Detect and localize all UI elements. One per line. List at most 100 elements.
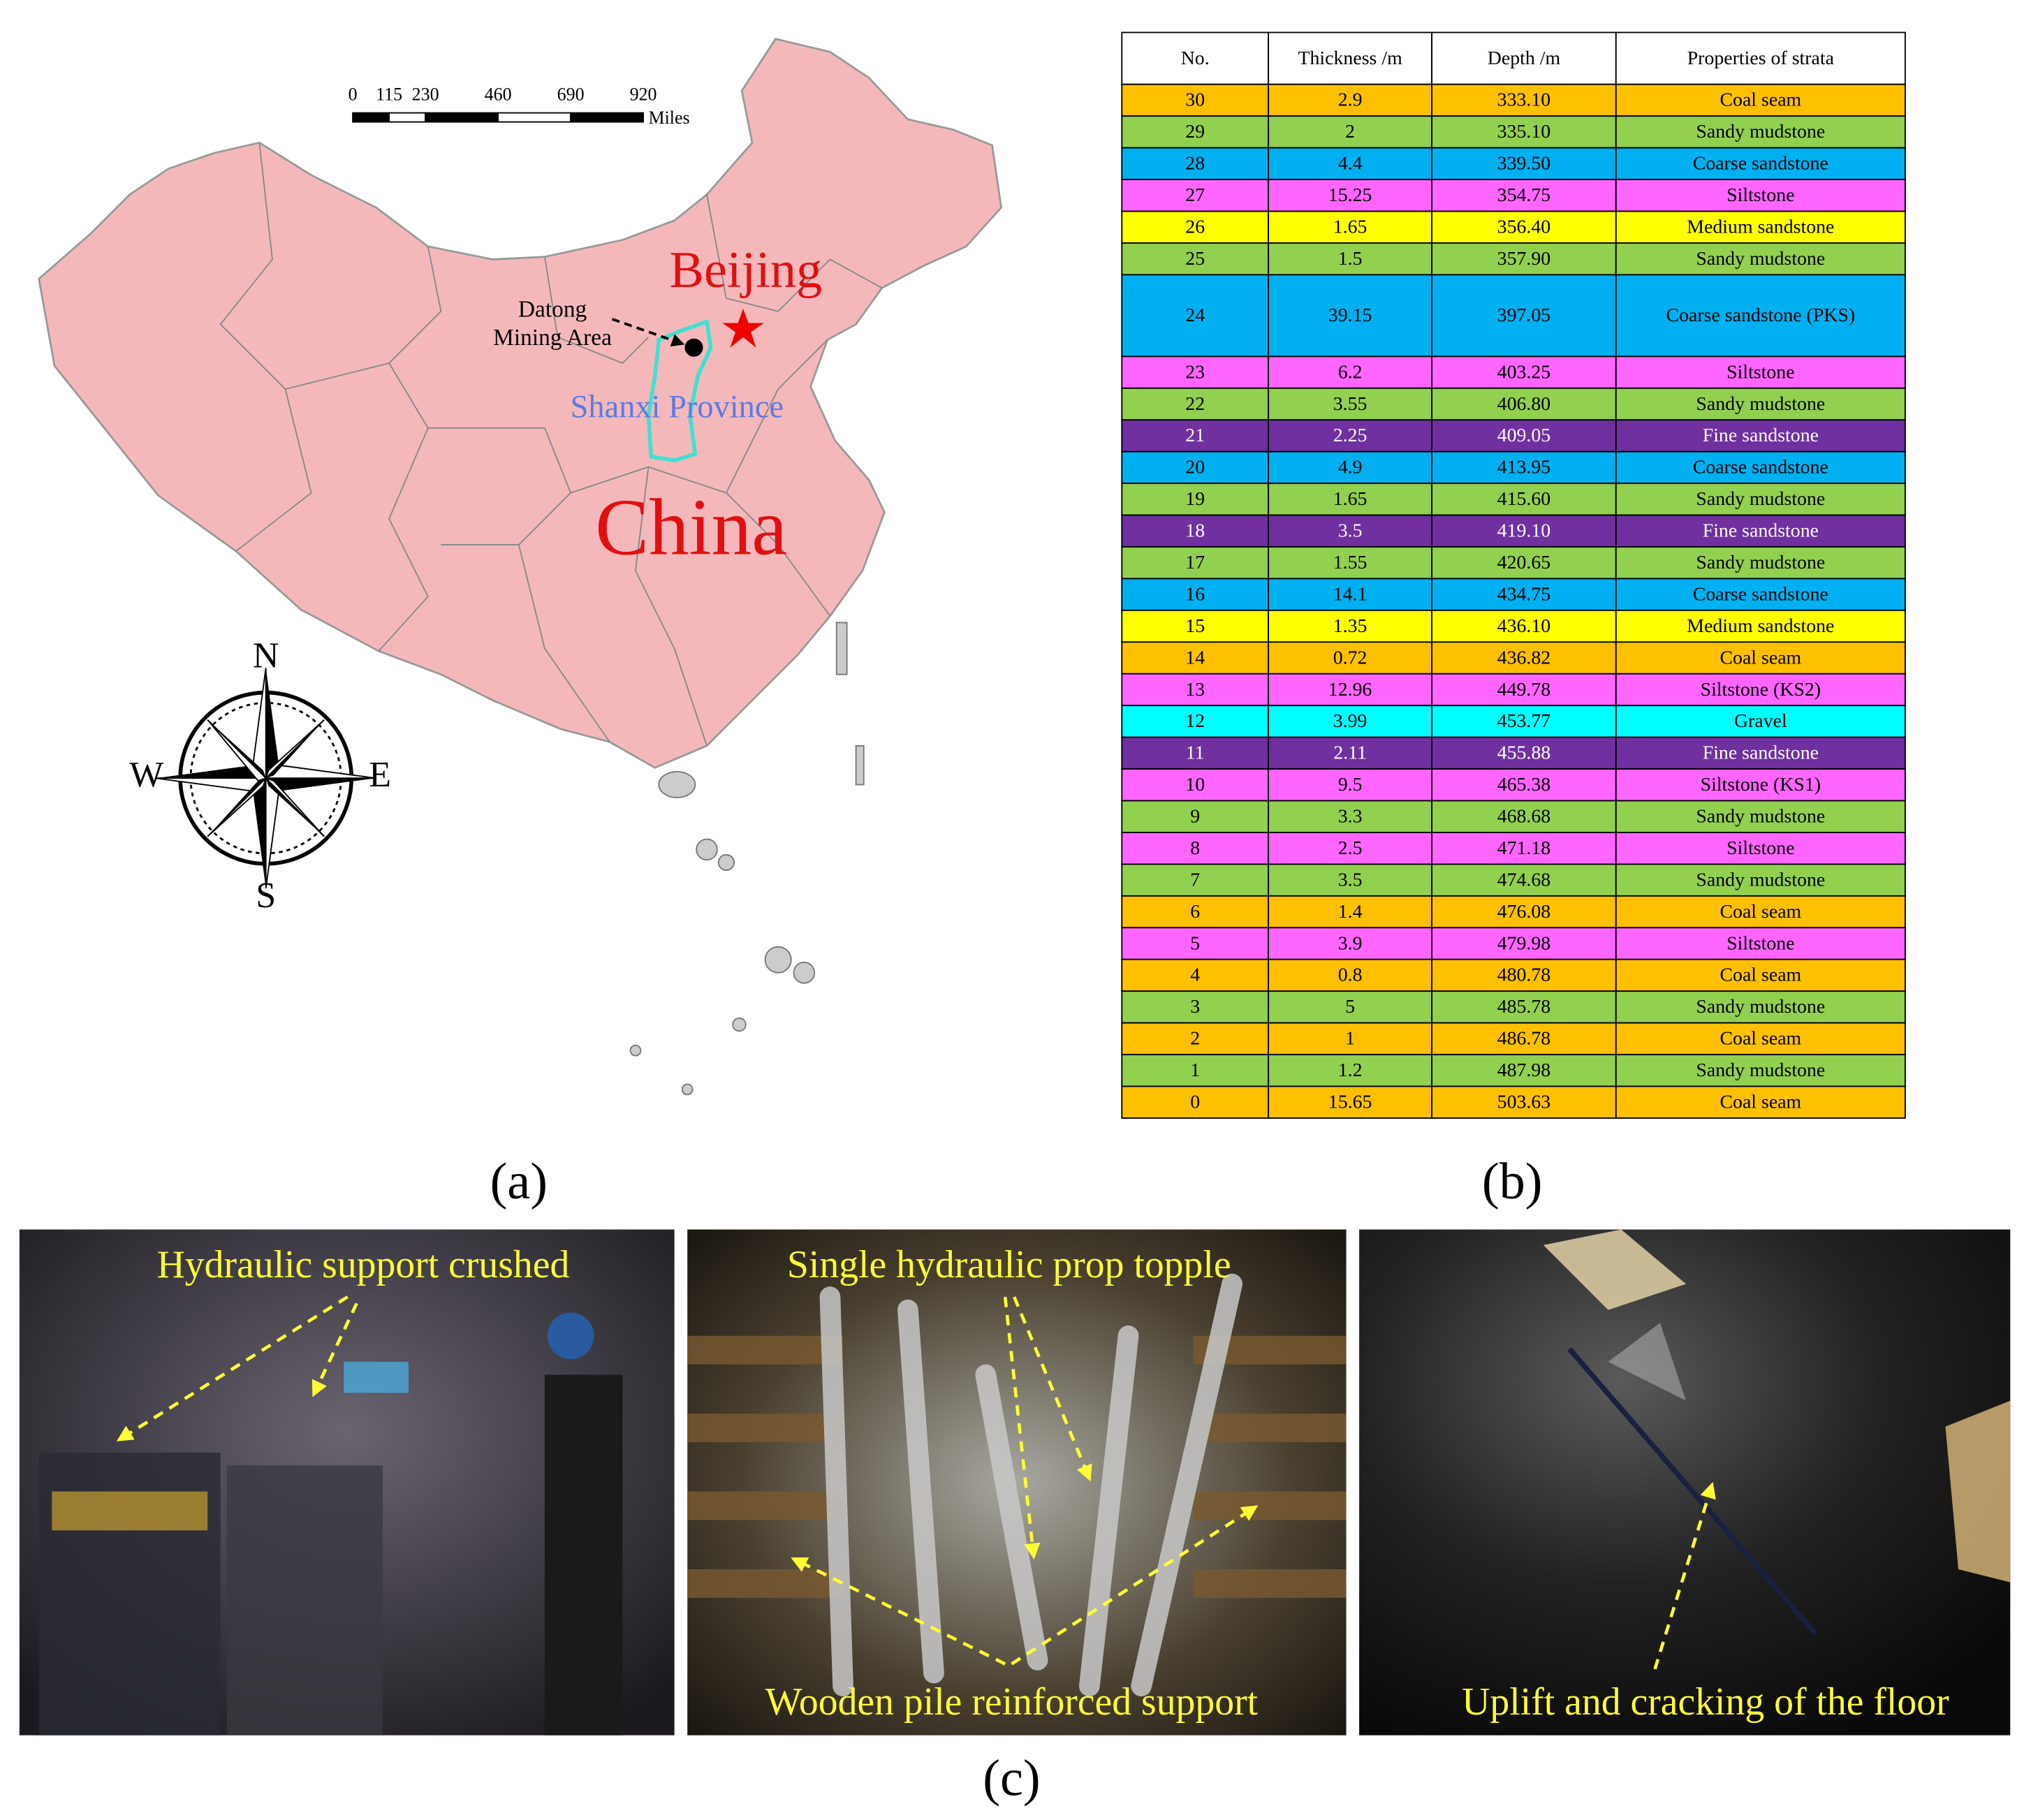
cell-text: Thickness /m (1298, 47, 1402, 69)
table-cell (1121, 768, 1270, 802)
cell-text: 485.78 (1497, 996, 1551, 1018)
cell-text: Siltstone (KS2) (1701, 679, 1821, 700)
city-label: Beijing (669, 242, 822, 299)
cell-text: 9.5 (1338, 774, 1363, 795)
cell-text: 3.5 (1338, 520, 1363, 542)
table-cell (1615, 609, 1906, 643)
cell-text: Sandy mudstone (1696, 488, 1825, 510)
strata-table: No. Thickness /m Depth /m Properties of str… (1121, 31, 1906, 1119)
cell-text: 465.38 (1497, 774, 1551, 795)
table-cell (1268, 958, 1433, 992)
table-cell (1121, 147, 1270, 181)
scale-label: 0 (349, 84, 358, 104)
cell-text: 1.65 (1333, 216, 1367, 237)
table-cell (1431, 355, 1617, 389)
cell-text: 487.98 (1497, 1059, 1551, 1081)
table-cell (1268, 274, 1433, 358)
cell-text: 29 (1185, 121, 1205, 142)
cell-text: 30 (1185, 89, 1205, 111)
table-cell (1615, 242, 1906, 276)
table-cell (1615, 483, 1906, 516)
table-cell (1615, 578, 1906, 611)
cell-text: 18 (1185, 520, 1205, 542)
table-cell (1268, 483, 1433, 516)
cell-text: 11 (1186, 742, 1205, 764)
table-cell (1615, 990, 1906, 1024)
islands (629, 622, 865, 1096)
cell-text: 12 (1185, 710, 1205, 732)
cell-text: 436.10 (1497, 615, 1551, 637)
cell-text: 413.95 (1497, 457, 1551, 478)
photo: Uplift and cracking of the floor (1359, 1229, 2011, 1735)
table-cell (1615, 863, 1906, 897)
table-cell (1615, 546, 1906, 580)
cell-text: 2.11 (1333, 742, 1367, 764)
table-cell (1121, 546, 1270, 580)
cell-text: 1.5 (1338, 248, 1363, 270)
cell-text: 486.78 (1497, 1028, 1551, 1050)
cell-text: 434.75 (1497, 583, 1551, 605)
table-cell (1615, 115, 1906, 149)
cell-text: 449.78 (1497, 679, 1551, 700)
table-cell (1268, 832, 1433, 865)
cell-text: 20 (1185, 457, 1205, 478)
cell-text: 1.35 (1333, 615, 1367, 637)
cell-text: Coal seam (1719, 901, 1801, 923)
cell-text: Siltstone (1726, 361, 1794, 383)
cell-text: 22 (1185, 393, 1205, 415)
cell-text: Fine sandstone (1703, 742, 1819, 764)
cell-text: 15.25 (1328, 184, 1372, 206)
cell-text: Medium sandstone (1687, 615, 1834, 637)
table-cell (1121, 609, 1270, 643)
scale-label: 115 (376, 84, 402, 104)
scale-label: 690 (557, 84, 585, 104)
cell-text: Siltstone (1726, 932, 1794, 954)
cell-text: 16 (1185, 583, 1205, 605)
cell-text: 1.55 (1333, 552, 1367, 573)
table-cell (1615, 1022, 1906, 1056)
table-cell (1615, 736, 1906, 770)
table-cell (1268, 641, 1433, 675)
cell-text: Coal seam (1719, 1091, 1801, 1113)
table-cell (1121, 450, 1270, 485)
table-cell (1431, 673, 1617, 707)
table-cell (1268, 895, 1433, 929)
table-cell (1431, 31, 1617, 85)
cell-text: Coal seam (1719, 647, 1801, 668)
cell-text: 356.40 (1497, 216, 1551, 237)
table-cell (1268, 927, 1433, 960)
table-cell (1268, 990, 1433, 1024)
table-cell (1268, 609, 1433, 643)
table-cell (1431, 179, 1617, 212)
cell-text: 420.65 (1497, 552, 1551, 573)
photo-caption: Uplift and cracking of the floor (1462, 1680, 1949, 1724)
table-cell (1431, 895, 1617, 929)
cell-text: Siltstone (KS1) (1701, 774, 1821, 795)
table-cell (1615, 832, 1906, 865)
cell-text: 1.65 (1333, 488, 1367, 510)
site-label: Datong (518, 296, 587, 322)
cell-text: Sandy mudstone (1696, 996, 1825, 1018)
scale-segment (497, 112, 571, 123)
cell-text: 479.98 (1497, 932, 1551, 954)
cell-text: Properties of strata (1687, 47, 1834, 69)
photo: Hydraulic support crushed (19, 1229, 675, 1735)
cell-text: Coal seam (1719, 1028, 1801, 1050)
cell-text: 10 (1185, 774, 1205, 795)
cell-text: 8 (1190, 837, 1200, 859)
table-cell (1615, 705, 1906, 738)
table-cell (1431, 1022, 1617, 1056)
scale-segment (570, 112, 644, 123)
table-cell (1431, 115, 1617, 149)
table-cell (1121, 115, 1270, 149)
scale-segment (352, 112, 390, 123)
table-cell (1121, 419, 1270, 453)
mining-area-dot (684, 338, 703, 357)
table-cell (1268, 1054, 1433, 1087)
cell-text: 2 (1190, 1028, 1200, 1050)
photo-caption: Single hydraulic prop topple (787, 1243, 1231, 1286)
cell-text: Gravel (1734, 710, 1787, 732)
cell-text: 339.50 (1497, 153, 1551, 175)
table-cell (1431, 546, 1617, 580)
